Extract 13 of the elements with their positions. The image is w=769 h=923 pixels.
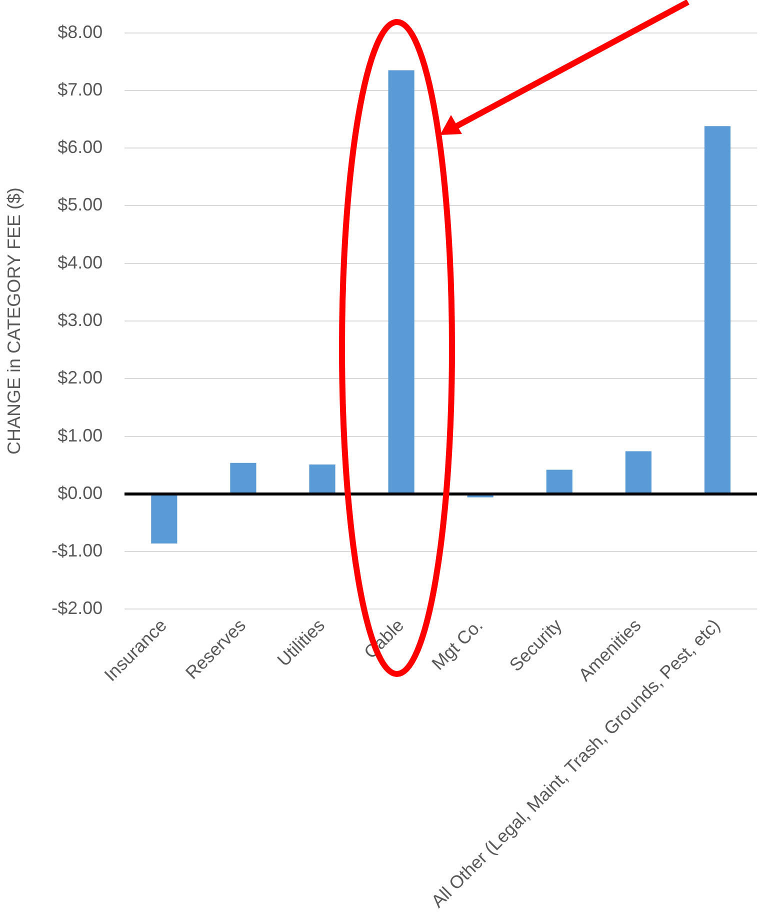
y-tick-label: $5.00 [58,194,103,215]
y-tick-label: $2.00 [58,368,103,388]
y-tick-label: $0.00 [58,482,103,503]
y-tick-label: $4.00 [58,252,103,272]
y-tick-label: $6.00 [58,137,103,158]
y-tick-label: $7.00 [58,79,103,100]
y-tick-label: $1.00 [58,425,103,446]
x-tick-label: Mgt Co. [428,615,487,674]
y-axis-title: CHANGE in CATEGORY FEE ($) [4,187,24,455]
y-tick-label: $8.00 [58,22,103,42]
y-tick-label: -$2.00 [52,598,103,618]
y-tick-label: -$1.00 [52,540,103,561]
y-tick-label: $3.00 [58,310,103,330]
